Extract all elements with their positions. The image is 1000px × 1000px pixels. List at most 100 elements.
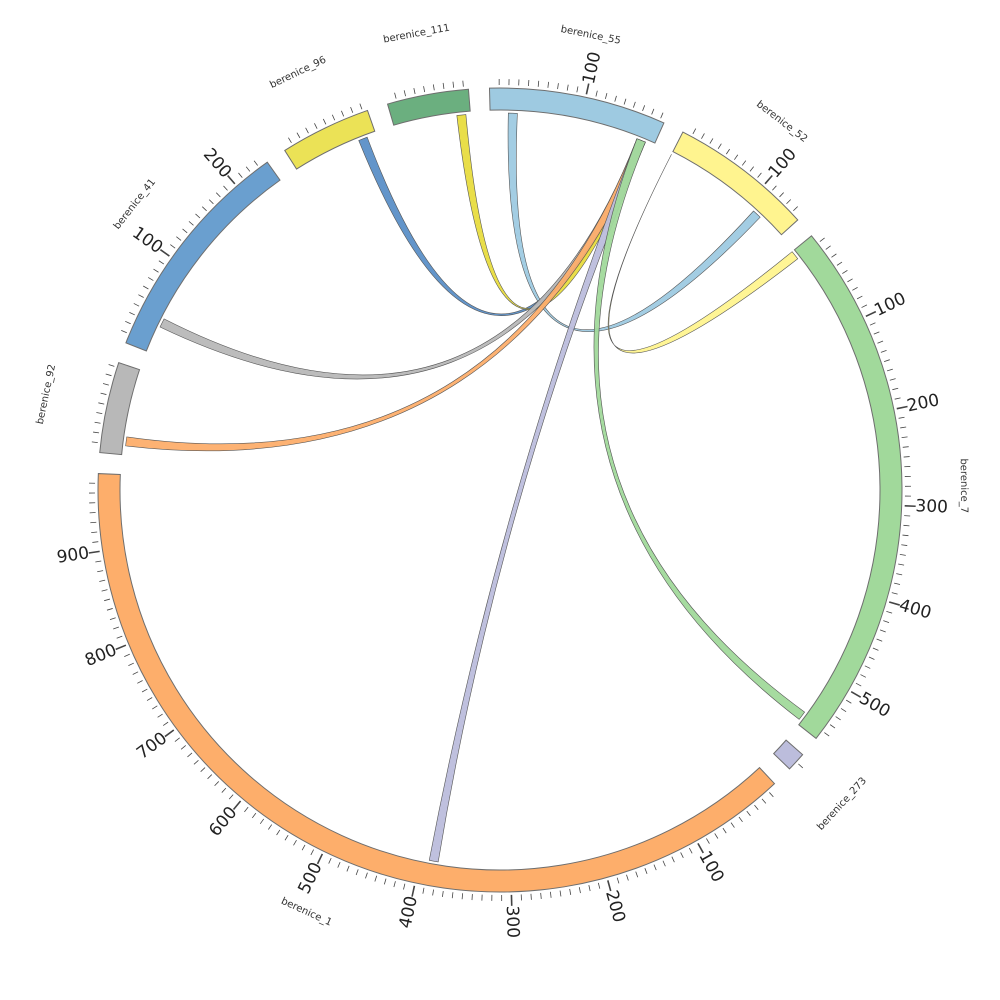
minor-tick <box>138 294 144 298</box>
minor-tick <box>328 857 332 864</box>
segment-label: berenice_273 <box>815 776 869 833</box>
minor-tick <box>644 868 648 874</box>
segment-label: berenice_96 <box>268 54 328 90</box>
minor-tick <box>549 891 552 898</box>
minor-tick <box>896 573 903 576</box>
minor-tick <box>403 90 406 97</box>
minor-tick <box>632 101 636 108</box>
minor-tick <box>725 148 730 155</box>
minor-tick <box>883 359 890 362</box>
minor-tick <box>642 105 646 112</box>
minor-tick <box>872 647 879 651</box>
tick-label: 400 <box>897 595 934 623</box>
minor-tick <box>251 812 257 819</box>
minor-tick <box>288 137 292 144</box>
minor-tick <box>856 295 863 300</box>
minor-tick <box>734 154 739 160</box>
minor-tick <box>651 108 655 115</box>
link-berenice-55-to-berenice-92 <box>125 138 646 452</box>
minor-tick <box>158 260 165 265</box>
tick-label: 400 <box>396 894 422 930</box>
minor-tick <box>193 760 199 765</box>
segment-berenice-273 <box>772 739 804 770</box>
minor-tick <box>761 798 767 804</box>
minor-tick <box>314 123 318 129</box>
minor-tick <box>623 98 627 105</box>
tick-label: 100 <box>694 848 727 886</box>
segment-berenice-52 <box>672 131 799 236</box>
minor-tick <box>93 431 100 434</box>
minor-tick <box>772 185 777 191</box>
minor-tick <box>374 875 378 882</box>
minor-tick <box>836 261 843 266</box>
minor-tick <box>903 524 910 527</box>
minor-tick <box>722 827 727 834</box>
minor-tick <box>616 877 620 884</box>
minor-tick <box>559 890 562 897</box>
major-tick <box>316 853 324 865</box>
minor-tick <box>296 132 301 139</box>
minor-tick <box>105 373 112 377</box>
tick-label: 300 <box>502 905 523 938</box>
minor-tick <box>109 617 116 621</box>
minor-tick <box>116 635 123 639</box>
minor-tick <box>900 426 907 429</box>
minor-tick <box>892 387 899 391</box>
minor-tick <box>141 688 148 693</box>
link-berenice-55-to-berenice-52 <box>507 112 761 332</box>
minor-tick <box>746 810 751 817</box>
minor-tick <box>143 285 149 290</box>
minor-tick <box>537 80 540 87</box>
minor-tick <box>393 881 396 888</box>
link-berenice-55-to-berenice-41 <box>159 138 646 380</box>
minor-tick <box>709 138 714 144</box>
minor-tick <box>461 893 464 900</box>
minor-tick <box>886 610 893 614</box>
minor-tick <box>394 92 397 99</box>
minor-tick <box>157 713 163 718</box>
minor-tick <box>129 311 135 316</box>
tick-label: 700 <box>133 728 171 763</box>
minor-tick <box>423 86 426 93</box>
major-tick <box>764 174 773 185</box>
tick-label: 100 <box>579 50 605 86</box>
minor-tick <box>902 534 909 537</box>
minor-tick <box>238 172 243 178</box>
minor-tick <box>422 887 425 894</box>
minor-tick <box>305 127 309 134</box>
minor-tick <box>355 869 359 876</box>
minor-tick <box>899 554 906 556</box>
minor-tick <box>170 244 176 249</box>
minor-tick <box>824 732 830 737</box>
labels-layer: 100berenice_55100berenice_52100200300400… <box>35 23 969 939</box>
link-berenice-55-to-berenice-1 <box>428 138 646 863</box>
major-tick <box>411 885 416 897</box>
minor-tick <box>108 364 115 367</box>
minor-tick <box>350 106 354 113</box>
minor-tick <box>341 110 345 117</box>
minor-tick <box>883 620 890 623</box>
major-tick <box>227 175 236 185</box>
minor-tick <box>891 592 898 595</box>
minor-tick <box>99 579 106 582</box>
minor-tick <box>831 253 837 258</box>
minor-tick <box>97 570 104 573</box>
tick-label: 500 <box>856 688 894 722</box>
minor-tick <box>793 206 798 212</box>
minor-tick <box>153 268 159 273</box>
minor-tick <box>102 383 109 386</box>
minor-tick <box>578 887 581 894</box>
minor-tick <box>301 844 306 851</box>
major-tick <box>115 644 127 651</box>
minor-tick <box>842 270 848 274</box>
minor-tick <box>331 114 336 121</box>
tick-label: 800 <box>82 640 120 671</box>
minor-tick <box>125 320 131 325</box>
minor-tick <box>869 322 876 326</box>
minor-tick <box>873 331 880 335</box>
tick-label: 900 <box>55 543 90 568</box>
minor-tick <box>403 883 406 890</box>
minor-tick <box>195 213 201 219</box>
minor-tick <box>626 874 629 881</box>
link-berenice-55-to-berenice-7 <box>593 138 806 720</box>
